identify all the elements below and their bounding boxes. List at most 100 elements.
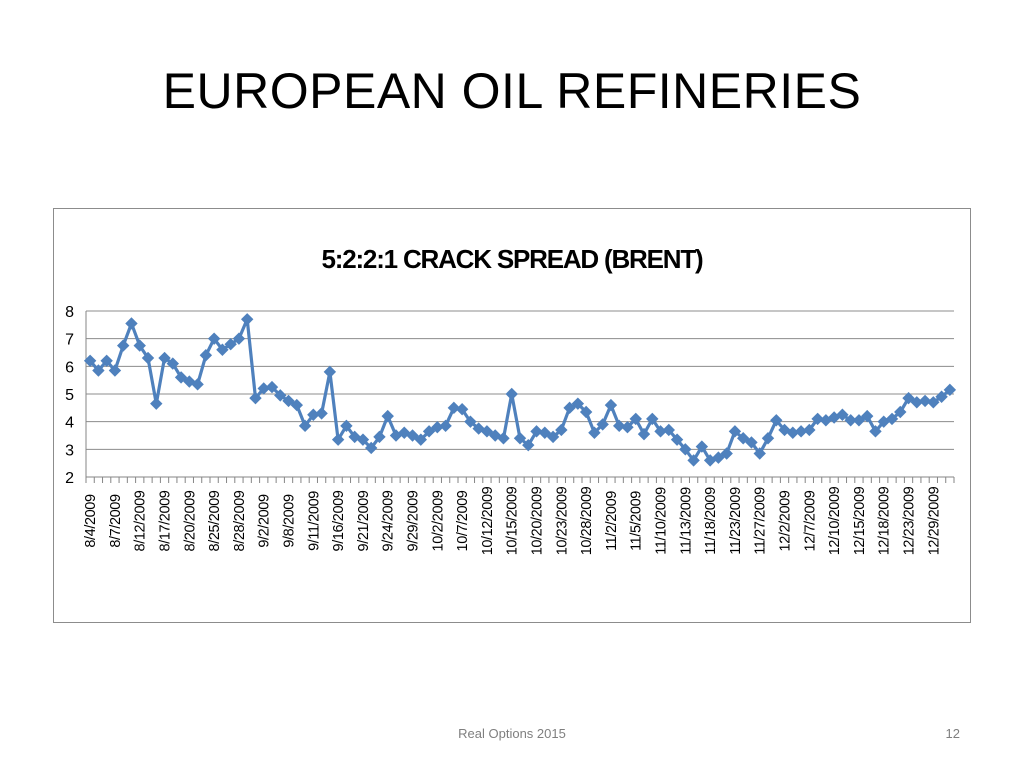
data-point	[803, 423, 816, 437]
x-tick-label: 9/29/2009	[406, 490, 422, 551]
data-point	[480, 425, 494, 438]
data-point	[522, 438, 535, 452]
chart-title: 5:2:2:1 CRACK SPREAD (BRENT)	[322, 244, 704, 274]
data-point	[679, 443, 692, 456]
data-point	[125, 317, 138, 330]
data-point	[753, 447, 766, 460]
data-point	[290, 398, 304, 412]
data-point	[852, 414, 866, 427]
x-tick-label: 9/21/2009	[356, 490, 372, 551]
y-tick-label: 5	[65, 387, 74, 404]
x-axis-tick-labels: 8/4/2009 8/7/2009 8/12/2009 8/17/2009 8/20/2…	[83, 486, 942, 555]
data-point	[736, 432, 750, 445]
x-tick-label: 12/10/2009	[827, 486, 843, 555]
data-point	[745, 436, 758, 449]
x-tick-label: 8/20/2009	[182, 490, 198, 551]
data-point	[141, 351, 155, 365]
data-point	[315, 407, 328, 420]
x-tick-label: 12/29/2009	[926, 486, 942, 555]
data-point	[579, 405, 593, 419]
data-point	[712, 451, 725, 464]
data-points	[83, 313, 957, 467]
x-tick-label: 12/23/2009	[902, 486, 918, 555]
x-tick-label: 11/10/2009	[654, 487, 670, 555]
data-point	[505, 387, 518, 401]
data-point	[174, 371, 188, 384]
data-point	[150, 397, 163, 410]
data-point	[761, 432, 775, 445]
data-point	[265, 380, 279, 394]
data-point	[191, 378, 204, 391]
x-tick-label: 10/20/2009	[530, 486, 546, 555]
data-point	[927, 396, 940, 409]
data-point	[249, 391, 262, 405]
data-point	[687, 454, 700, 467]
data-point	[274, 389, 287, 402]
data-point	[571, 397, 585, 410]
data-point	[497, 432, 510, 445]
data-point	[92, 364, 105, 377]
x-tick-label: 10/7/2009	[455, 490, 471, 551]
data-point	[199, 349, 213, 362]
data-point	[422, 425, 436, 438]
data-point	[406, 429, 419, 442]
data-point	[83, 354, 97, 368]
data-point	[720, 447, 733, 460]
data-point	[224, 337, 237, 351]
x-tick-label: 12/18/2009	[877, 486, 893, 555]
data-point	[778, 423, 791, 437]
data-point	[240, 313, 254, 326]
x-tick-label: 11/5/2009	[629, 491, 645, 551]
x-tick-label: 12/7/2009	[802, 490, 818, 551]
y-axis-tick-labels: 2 3 4 5 6 7 8	[65, 304, 74, 487]
data-point	[298, 419, 312, 433]
data-point	[918, 394, 932, 408]
x-tick-label: 8/28/2009	[232, 490, 248, 551]
x-tick-label: 10/15/2009	[505, 486, 521, 555]
data-point	[356, 433, 370, 446]
x-tick-label: 9/16/2009	[331, 490, 347, 551]
data-point	[232, 332, 246, 345]
data-point	[116, 339, 130, 352]
data-point	[844, 414, 857, 427]
data-point	[216, 343, 229, 356]
data-point	[381, 409, 394, 423]
data-point	[836, 408, 849, 421]
data-point	[670, 433, 684, 446]
data-point	[563, 401, 576, 415]
x-tick-label: 9/8/2009	[282, 494, 298, 548]
data-point	[108, 364, 122, 377]
data-point	[869, 425, 882, 438]
data-point	[530, 425, 543, 438]
data-point	[373, 430, 386, 444]
data-point	[282, 394, 295, 408]
data-point	[364, 441, 378, 455]
data-point	[728, 425, 742, 438]
x-tick-label: 10/12/2009	[480, 486, 496, 555]
footer-text: Real Options 2015	[458, 726, 566, 741]
x-tick-label: 8/7/2009	[108, 494, 124, 548]
data-point	[894, 405, 907, 419]
data-point	[340, 419, 353, 433]
data-point	[323, 365, 337, 379]
x-tick-label: 10/2/2009	[430, 490, 446, 551]
y-tick-label: 6	[65, 359, 74, 376]
data-point	[902, 391, 915, 405]
y-tick-label: 8	[65, 304, 74, 321]
data-point	[612, 419, 626, 433]
data-point	[646, 412, 659, 426]
data-point	[555, 423, 568, 437]
data-point	[166, 357, 180, 370]
x-tick-label: 8/12/2009	[133, 490, 149, 551]
data-point	[588, 426, 601, 439]
y-tick-label: 4	[65, 415, 74, 432]
crack-spread-chart: 5:2:2:1 CRACK SPREAD (BRENT) 2 3 4 5 6 7 8 8/4…	[65, 244, 957, 555]
chart-frame: 5:2:2:1 CRACK SPREAD (BRENT) 2 3 4 5 6 7 8 8/4…	[53, 208, 971, 623]
data-point	[637, 427, 651, 441]
y-tick-label: 2	[65, 470, 74, 487]
x-tick-label: 11/18/2009	[703, 487, 719, 555]
y-tick-label: 3	[65, 442, 74, 459]
data-point	[811, 412, 824, 426]
grid-lines	[86, 310, 954, 450]
data-point	[596, 418, 609, 431]
